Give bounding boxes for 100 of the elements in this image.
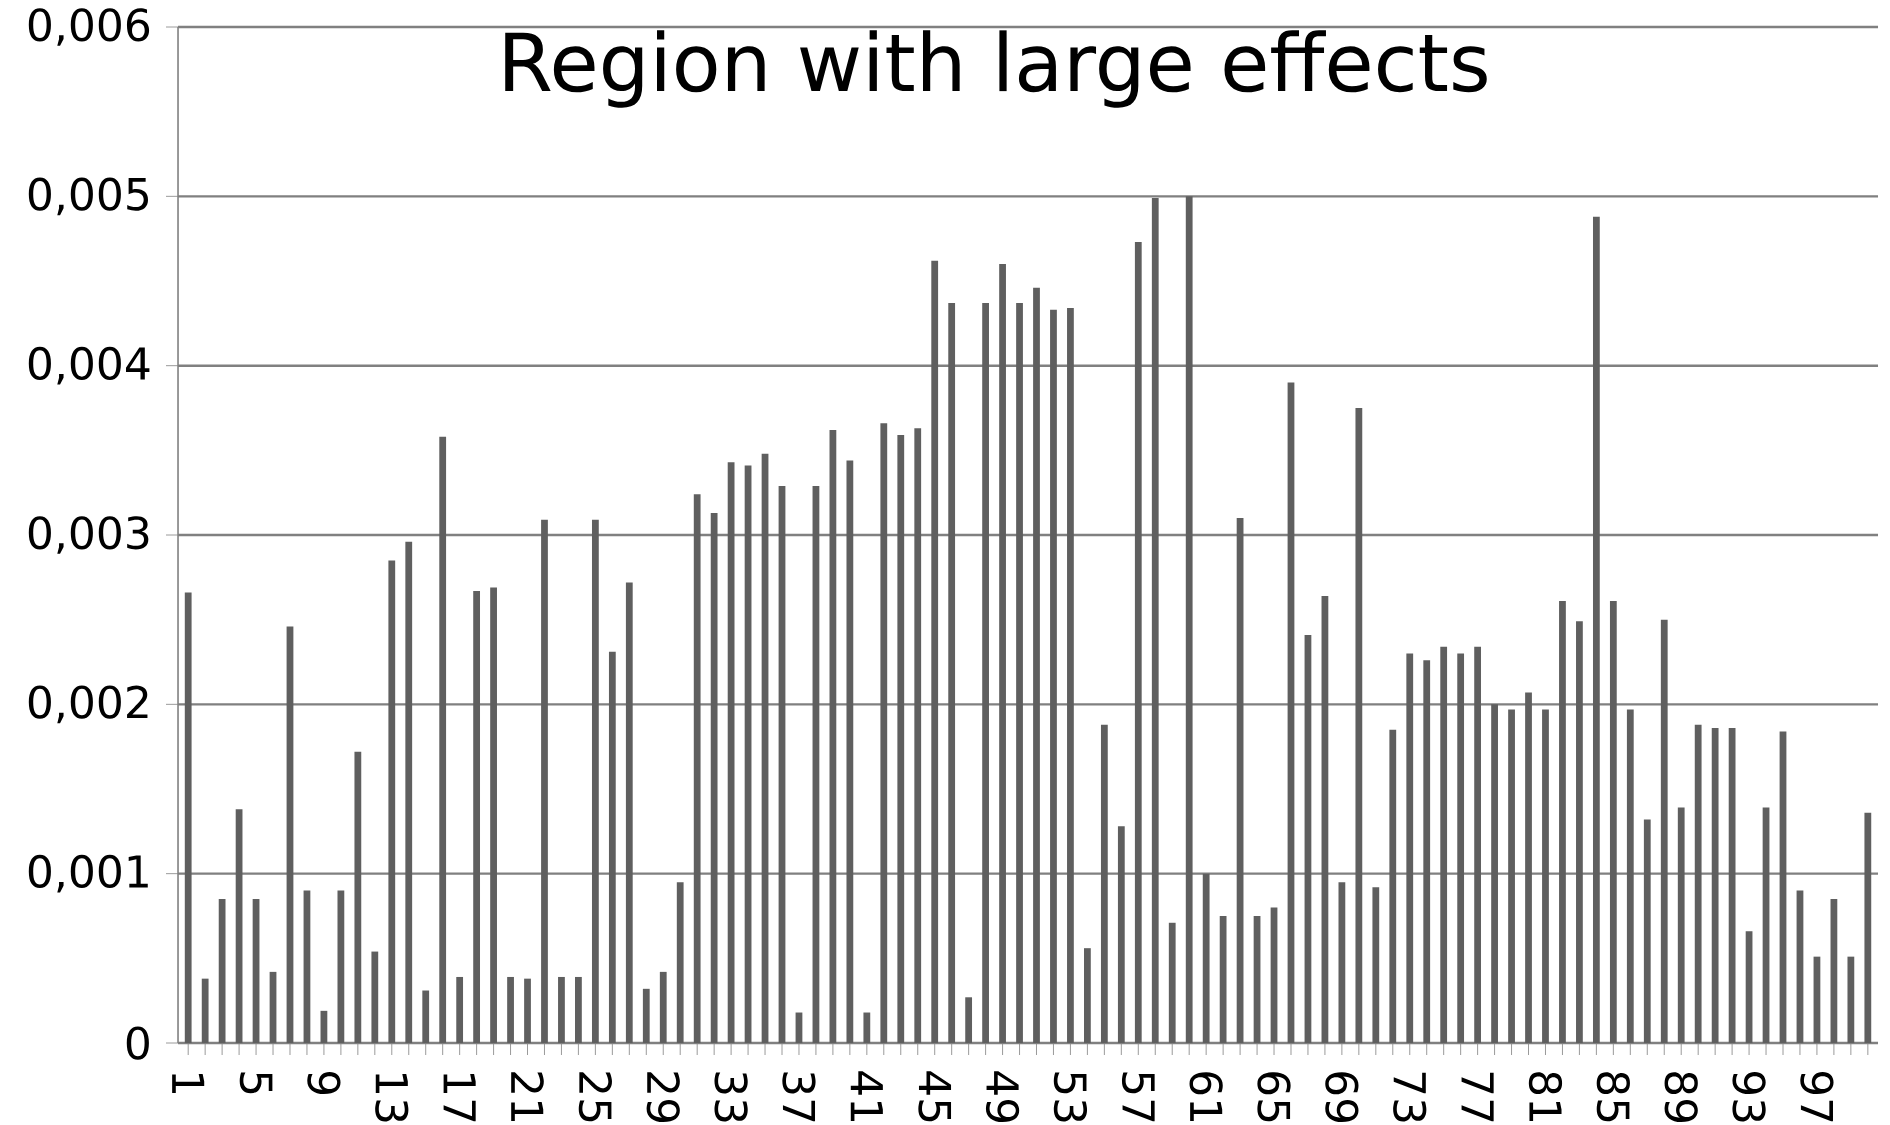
bar	[1067, 308, 1074, 1043]
bar	[405, 541, 413, 1043]
bar	[1677, 807, 1685, 1043]
bar	[1100, 724, 1108, 1043]
bar	[948, 303, 956, 1043]
bar	[693, 494, 701, 1043]
bar	[490, 587, 497, 1043]
x-tick-label: 29	[646, 1072, 680, 1123]
bar	[846, 460, 854, 1043]
x-tick-label: 57	[1121, 1072, 1155, 1122]
bar	[507, 976, 514, 1043]
bar	[1185, 196, 1193, 1043]
bar	[1423, 660, 1431, 1043]
bar	[1117, 826, 1125, 1043]
bar	[1406, 653, 1414, 1043]
bar	[1338, 882, 1346, 1043]
bar	[1694, 724, 1702, 1043]
bar	[201, 978, 209, 1043]
bar	[642, 988, 650, 1043]
x-tick-label: 49	[985, 1071, 1020, 1123]
x-tick-label: 1	[172, 1073, 205, 1094]
bar	[371, 951, 379, 1043]
y-tick-label: 0	[126, 1026, 149, 1060]
bar	[863, 1012, 871, 1043]
bar	[1134, 242, 1142, 1043]
bar	[1576, 621, 1583, 1043]
bar	[1559, 601, 1566, 1043]
bar	[354, 751, 362, 1043]
bar	[591, 519, 599, 1043]
bar	[1050, 309, 1057, 1043]
bar	[1202, 873, 1210, 1043]
bar	[982, 303, 989, 1043]
bar	[659, 971, 667, 1043]
y-tick-label: 0,003	[28, 516, 149, 554]
bar	[337, 890, 345, 1043]
bar	[1626, 709, 1634, 1043]
x-tick-label: 65	[1257, 1072, 1291, 1122]
bar	[965, 997, 973, 1043]
bar	[1474, 646, 1482, 1043]
bar	[473, 590, 481, 1043]
bar	[1864, 812, 1872, 1043]
bar	[1016, 303, 1023, 1043]
x-tick-label: 93	[1732, 1071, 1766, 1122]
y-tick-label: 0,006	[28, 8, 150, 46]
bar	[1168, 922, 1176, 1043]
bar	[676, 882, 684, 1043]
bar	[1592, 216, 1600, 1043]
bar	[1542, 709, 1549, 1043]
y-tick-label: 0,004	[28, 346, 150, 385]
x-tick-label: 41	[850, 1071, 883, 1122]
bar	[541, 519, 548, 1043]
bar	[625, 582, 633, 1043]
bar	[608, 651, 616, 1043]
bar	[524, 978, 531, 1043]
bar	[422, 990, 430, 1043]
bar	[1609, 601, 1617, 1043]
bar	[1728, 728, 1736, 1043]
bar	[1847, 956, 1855, 1043]
bar	[218, 899, 226, 1043]
x-tick-label: 45	[918, 1071, 952, 1122]
x-tick-label: 85	[1596, 1072, 1630, 1122]
x-tick-label: 77	[1461, 1072, 1494, 1122]
x-tick-label: 9	[307, 1071, 341, 1095]
bar	[456, 976, 464, 1043]
x-tick-label: 97	[1800, 1071, 1834, 1122]
x-tick-label: 61	[1189, 1072, 1223, 1122]
bar	[1643, 819, 1651, 1043]
y-tick-label: 0,002	[28, 685, 148, 724]
bar	[727, 462, 735, 1043]
bar	[1355, 408, 1363, 1043]
bar	[1660, 619, 1668, 1043]
bar	[1389, 729, 1397, 1043]
bar	[999, 264, 1006, 1043]
bar	[931, 260, 939, 1043]
x-tick-label: 69	[1325, 1072, 1359, 1123]
x-tick-label: 13	[375, 1073, 409, 1122]
x-tick-label: 37	[782, 1072, 816, 1122]
x-tick-label: 5	[239, 1072, 273, 1094]
bar	[1033, 287, 1040, 1043]
chart-title: Region with large effects	[505, 30, 1487, 108]
bar	[710, 512, 718, 1043]
bar	[558, 976, 565, 1043]
bar	[914, 428, 922, 1043]
bar	[1508, 709, 1515, 1043]
bar	[439, 436, 447, 1043]
bar	[388, 560, 396, 1043]
bar	[1457, 653, 1465, 1043]
bar	[1372, 887, 1380, 1043]
bar	[1151, 198, 1159, 1043]
bar	[1711, 728, 1719, 1043]
x-tick-label: 73	[1393, 1072, 1427, 1122]
bar	[1440, 646, 1448, 1043]
x-tick-label: 89	[1664, 1072, 1698, 1123]
bar	[1491, 704, 1498, 1043]
x-tick-label: 17	[443, 1073, 476, 1122]
y-tick-label: 0,005	[28, 177, 149, 216]
bar	[1219, 916, 1227, 1043]
bar	[897, 435, 905, 1043]
bar	[1525, 692, 1532, 1043]
bar	[575, 976, 582, 1043]
